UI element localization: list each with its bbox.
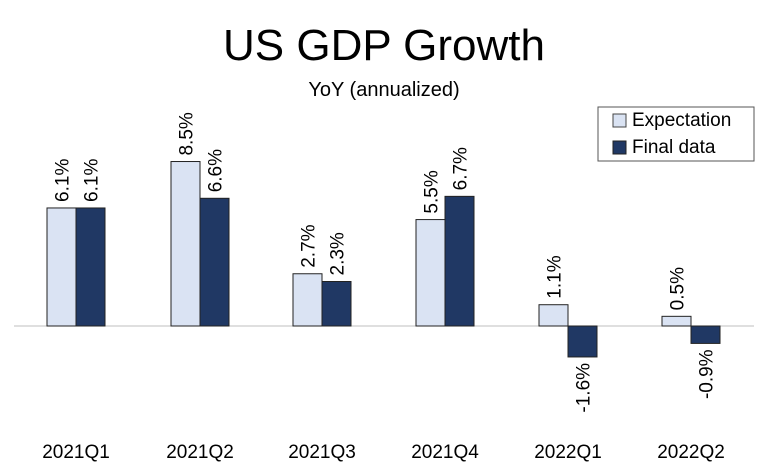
expectation-bar: [46, 207, 77, 327]
expectation-data-label: 5.5%: [422, 170, 443, 213]
chart-title: US GDP Growth: [223, 21, 545, 70]
final-data-bar: [567, 325, 598, 358]
expectation-data-label: 1.1%: [545, 255, 566, 298]
final-data-bar: [690, 325, 721, 344]
expectation-bar: [170, 161, 201, 327]
legend-label-expectation: Expectation: [632, 110, 731, 131]
final-data-bar: [75, 207, 106, 327]
expectation-data-label: 6.1%: [53, 159, 74, 202]
category-label: 2021Q3: [288, 442, 356, 463]
expectation-data-label: 8.5%: [177, 112, 198, 155]
chart-subtitle: YoY (annualized): [308, 79, 459, 101]
expectation-bar: [415, 219, 446, 327]
final-data-data-label: -0.9%: [697, 349, 718, 399]
legend-swatch-expectation: [612, 113, 627, 128]
category-label: 2021Q2: [166, 442, 234, 463]
final-data-bar: [199, 197, 230, 327]
expectation-data-label: 2.7%: [299, 224, 320, 267]
category-label: 2021Q1: [42, 442, 110, 463]
final-data-data-label: 6.1%: [82, 159, 103, 202]
legend-label-final-data: Final data: [632, 137, 716, 158]
final-data-data-label: 6.6%: [206, 149, 227, 192]
final-data-data-label: 6.7%: [451, 147, 472, 190]
final-data-bar: [444, 195, 475, 327]
legend-swatch-final-data: [612, 140, 627, 155]
category-label: 2021Q4: [411, 442, 479, 463]
expectation-bar: [538, 304, 569, 327]
expectation-bar: [292, 273, 323, 327]
final-data-bar: [321, 280, 352, 327]
legend: Expectation Final data: [597, 106, 755, 162]
category-label: 2022Q2: [657, 442, 725, 463]
expectation-bar: [661, 315, 692, 327]
final-data-data-label: 2.3%: [328, 232, 349, 275]
category-label: 2022Q1: [534, 442, 602, 463]
expectation-data-label: 0.5%: [668, 267, 689, 310]
final-data-data-label: -1.6%: [574, 363, 595, 413]
